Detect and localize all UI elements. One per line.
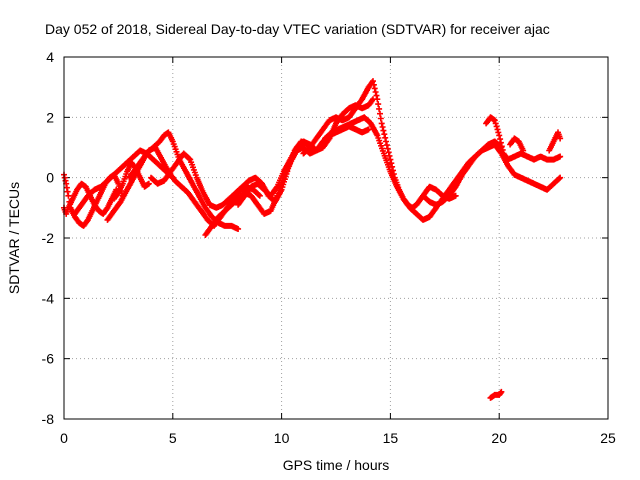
x-tick-label: 15 [383, 430, 399, 446]
x-tick-labels: 0 5 10 15 20 25 [60, 430, 616, 446]
data-series [61, 78, 564, 401]
series-arc-15 [487, 388, 505, 401]
y-tick-label: -8 [42, 411, 55, 427]
y-tick-label: -4 [42, 290, 55, 306]
data-point-markers [507, 135, 527, 154]
data-point-markers [546, 129, 564, 154]
data-point-markers [71, 147, 176, 217]
x-tick-label: 10 [274, 430, 290, 446]
series-arc-13 [507, 135, 527, 154]
gridlines [64, 57, 608, 419]
y-tick-label: 2 [46, 109, 54, 125]
series-arc-16 [111, 159, 152, 202]
data-point-markers [111, 159, 152, 202]
series-arc-3 [71, 147, 176, 217]
x-axis-label: GPS time / hours [283, 457, 390, 473]
series-arc-14 [546, 129, 564, 154]
y-tick-labels: -8 -6 -4 -2 0 2 4 [42, 49, 55, 427]
data-point-markers [487, 388, 505, 401]
data-point-markers [420, 141, 564, 208]
plot-frame [63, 56, 609, 420]
chart-title: Day 052 of 2018, Sidereal Day-to-day VTE… [45, 21, 550, 37]
x-tick-label: 20 [491, 430, 507, 446]
data-point-markers [202, 123, 372, 238]
x-tick-label: 0 [60, 430, 68, 446]
series-arc-12 [483, 114, 564, 163]
y-axis-label: SDTVAR / TECUs [6, 182, 22, 294]
y-tick-label: 4 [46, 49, 54, 65]
series-arc-11 [420, 141, 564, 208]
data-point-markers [483, 114, 564, 163]
y-tick-label: -2 [42, 230, 55, 246]
series-arc-7 [202, 123, 372, 238]
x-tick-label: 5 [169, 430, 177, 446]
y-tick-label: -6 [42, 351, 55, 367]
x-tick-label: 25 [600, 430, 616, 446]
y-tick-label: 0 [46, 170, 54, 186]
